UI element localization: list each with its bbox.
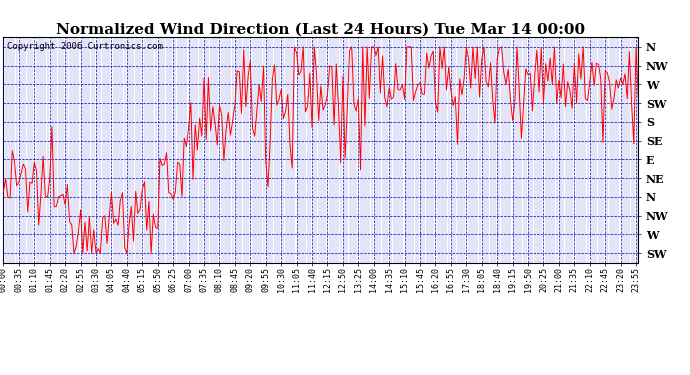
Title: Normalized Wind Direction (Last 24 Hours) Tue Mar 14 00:00: Normalized Wind Direction (Last 24 Hours… bbox=[57, 22, 585, 36]
Text: Copyright 2006 Curtronics.com: Copyright 2006 Curtronics.com bbox=[7, 42, 163, 51]
